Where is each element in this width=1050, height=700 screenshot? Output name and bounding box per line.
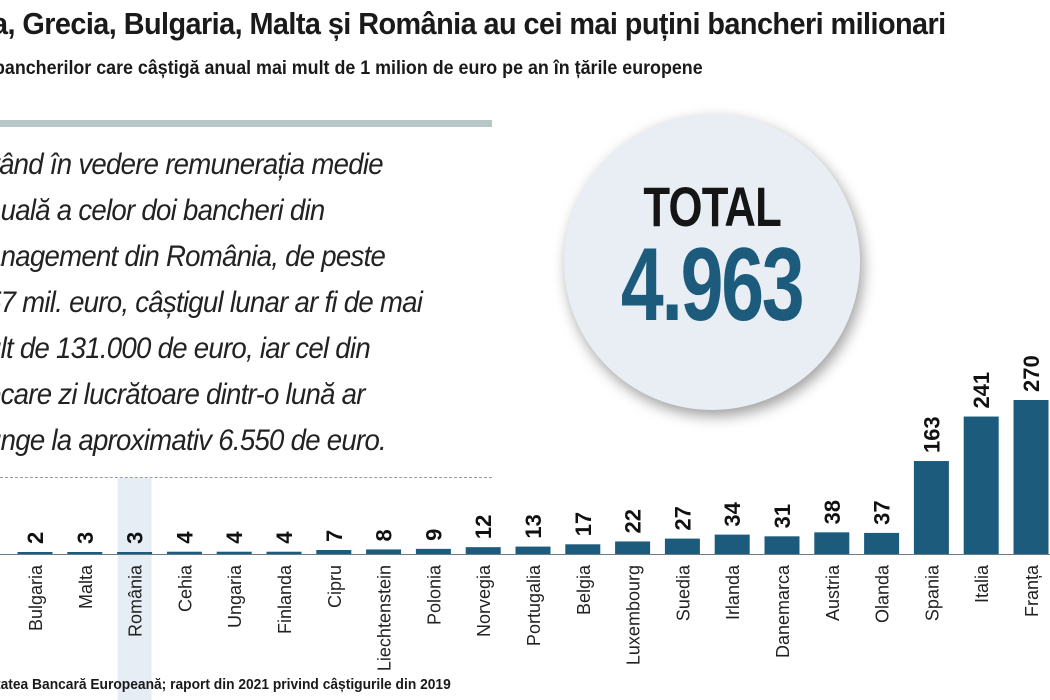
data-label: 34 [720, 501, 745, 526]
quote-line: unge la aproximativ 6.550 de euro. [0, 424, 387, 457]
tick-label: Suedia [673, 564, 693, 621]
bar [266, 551, 302, 554]
data-label: 241 [969, 372, 994, 409]
quote-line: nuală a celor doi bancheri din [0, 194, 325, 227]
tick-label: Liechtenstein [375, 565, 395, 671]
bar [864, 532, 900, 554]
data-label: 7 [322, 530, 347, 542]
chart-subtitle: bancherilor care câștigă anual mai mult … [0, 58, 703, 79]
tick-label: Malta [76, 564, 96, 609]
tick-label: Spania [922, 564, 942, 621]
quote-line: vând în vedere remunerația medie [0, 148, 384, 181]
bar [366, 549, 402, 554]
data-label: 22 [621, 509, 646, 533]
tick-label: Polonia [424, 564, 444, 625]
bar [565, 544, 601, 554]
data-label: 27 [670, 506, 695, 530]
data-label: 3 [123, 532, 148, 544]
data-label: 31 [770, 504, 795, 528]
tick-label: Italia [972, 564, 992, 603]
tick-label: Portugalia [524, 564, 544, 646]
tick-label: Cehia [175, 564, 195, 612]
quote-line: ecare zi lucrătoare dintr-o lună ar [0, 378, 365, 411]
tick-label: Norvegia [474, 564, 494, 637]
bar [415, 548, 451, 554]
bar [913, 461, 949, 554]
bar [117, 552, 153, 554]
quote-line: ult de 131.000 de euro, iar cel din [0, 332, 371, 365]
highlight-band [117, 478, 152, 700]
bar [615, 541, 651, 554]
bar [515, 546, 551, 554]
tick-label: Ungaria [225, 564, 245, 628]
chart-title: a, Grecia, Bulgaria, Malta și România au… [0, 6, 946, 41]
tick-label: Luxembourg [624, 565, 644, 665]
quote-top-rule [0, 120, 492, 127]
bar [963, 416, 999, 554]
bar [316, 550, 352, 554]
data-label: 13 [521, 514, 546, 538]
data-label: 12 [471, 515, 496, 539]
bar [166, 551, 202, 554]
tick-label: România [126, 564, 146, 637]
tick-label: Olanda [873, 564, 893, 623]
bar [714, 534, 750, 554]
tick-label: Danemarca [773, 564, 793, 658]
bar [1013, 400, 1049, 554]
source-note: tatea Bancară Europeană; raport din 2021… [0, 676, 451, 693]
quote-text: vând în vedere remunerația medie nuală a… [0, 142, 496, 464]
tick-label: Bulgaria [26, 564, 46, 631]
data-label: 3 [73, 532, 98, 544]
data-label: 38 [820, 500, 845, 524]
data-label: 4 [172, 531, 197, 544]
total-value: 4.963 [621, 227, 805, 343]
data-label: 270 [1019, 355, 1044, 392]
data-label: 4 [222, 531, 247, 544]
quote-line: anagement din România, de peste [0, 240, 386, 273]
bar [814, 532, 850, 554]
bar [664, 538, 700, 554]
bar [216, 551, 252, 554]
data-label: 9 [421, 529, 446, 541]
bar [764, 536, 800, 554]
data-label: 37 [870, 500, 895, 524]
tick-label: Franța [1022, 564, 1042, 617]
data-label: 17 [571, 512, 596, 536]
bar [17, 552, 53, 554]
bar [465, 547, 501, 554]
bar [67, 552, 103, 554]
data-label: 2 [23, 532, 48, 544]
data-label: 4 [272, 531, 297, 544]
tick-label: Cipru [325, 565, 345, 608]
tick-label: Austria [823, 564, 843, 621]
tick-label: Belgia [574, 564, 594, 615]
data-label: 163 [919, 416, 944, 453]
tick-label: Finlanda [275, 564, 295, 634]
tick-label: Irlanda [723, 564, 743, 620]
quote-line: 57 mil. euro, câștigul lunar ar fi de ma… [0, 286, 423, 319]
data-label: 8 [372, 529, 397, 541]
total-label: TOTAL [643, 175, 781, 238]
quote-bottom-dashed-rule [0, 477, 492, 478]
total-circle: TOTAL 4.963 [564, 114, 860, 410]
